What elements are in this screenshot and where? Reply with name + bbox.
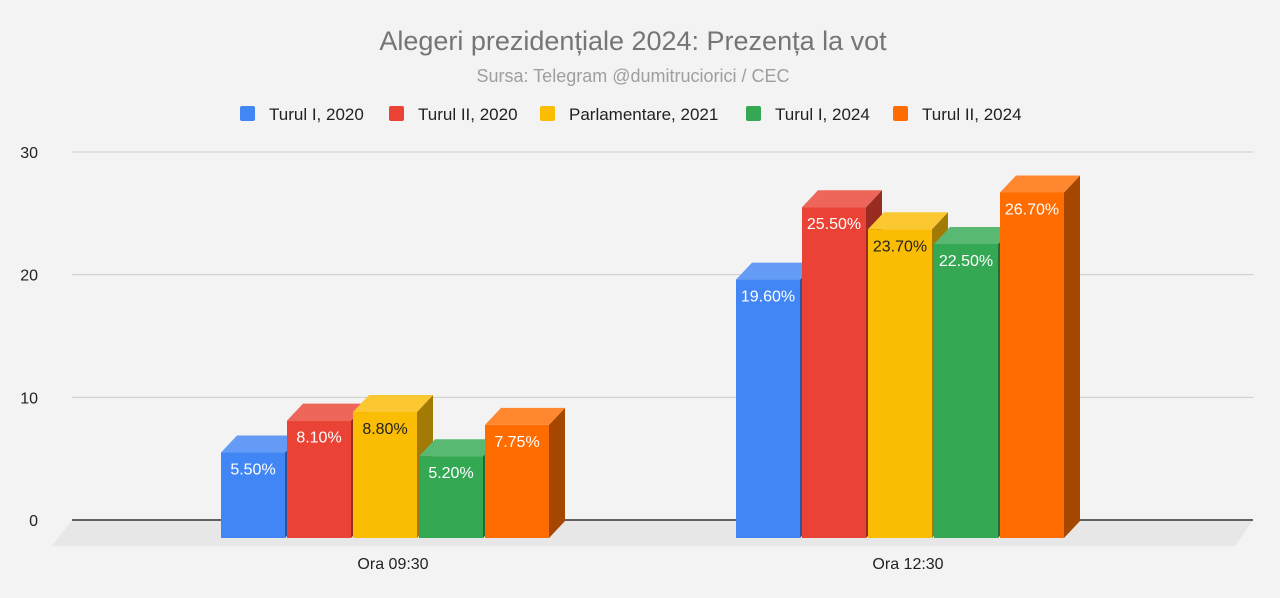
y-tick-label: 10 — [20, 390, 38, 407]
bar-top — [287, 403, 367, 421]
x-axis: Ora 09:30 Ora 12:30 — [357, 556, 943, 573]
bar: 22.50% — [934, 227, 1014, 538]
bar-top — [353, 395, 433, 413]
chart-title: Alegeri prezidențiale 2024: Prezența la … — [379, 26, 887, 56]
bar-side — [549, 407, 565, 538]
y-tick-label: 20 — [20, 268, 38, 285]
bar-front — [419, 456, 483, 538]
data-label: 25.50% — [807, 216, 861, 233]
legend-swatch — [540, 106, 555, 121]
legend-swatch — [893, 106, 908, 121]
bar-front — [485, 424, 549, 538]
data-label: 5.50% — [230, 462, 275, 479]
legend: Turul I, 2020 Turul II, 2020 Parlamentare,… — [240, 105, 1022, 124]
chart-subtitle: Sursa: Telegram @dumitruciorici / CEC — [476, 66, 789, 86]
bar: 7.75% — [485, 407, 565, 538]
bar-front — [1000, 192, 1064, 539]
legend-label: Turul II, 2024 — [922, 105, 1022, 124]
data-label: 5.20% — [428, 465, 473, 482]
x-category-label: Ora 12:30 — [872, 556, 943, 573]
bar-top — [802, 190, 882, 208]
bar-front — [221, 452, 285, 538]
data-label: 22.50% — [939, 253, 993, 270]
y-tick-label: 0 — [29, 513, 38, 530]
bar-front — [868, 229, 932, 538]
data-label: 19.60% — [741, 289, 795, 306]
legend-label: Turul I, 2020 — [269, 105, 364, 124]
bar-front — [287, 420, 351, 538]
bar-top — [419, 439, 499, 457]
legend-label: Turul I, 2024 — [775, 105, 870, 124]
bar-side — [1064, 175, 1080, 539]
bars: 5.50% 8.10% 8.80% 5.20% 7.75% 19.60% 25.50% 23.… — [221, 175, 1080, 539]
bar-top — [1000, 175, 1080, 193]
data-label: 8.80% — [362, 421, 407, 438]
bar-top — [934, 227, 1014, 244]
bar-front — [736, 279, 800, 538]
legend-swatch — [746, 106, 761, 121]
data-label: 23.70% — [873, 238, 927, 255]
bar-top — [868, 212, 948, 230]
bar-top — [485, 407, 565, 425]
bar-front — [353, 412, 417, 538]
bar-front — [934, 244, 998, 538]
y-axis: 0 10 20 30 — [20, 145, 38, 530]
bar-top — [736, 262, 816, 280]
legend-label: Turul II, 2020 — [418, 105, 518, 124]
bar: 26.70% — [1000, 175, 1080, 539]
legend-swatch — [240, 106, 255, 121]
data-label: 8.10% — [296, 430, 341, 447]
data-label: 7.75% — [494, 434, 539, 451]
data-label: 26.70% — [1005, 201, 1059, 218]
legend-swatch — [389, 106, 404, 121]
bar-top — [221, 435, 301, 453]
legend-label: Parlamentare, 2021 — [569, 105, 718, 124]
bar-front — [802, 207, 866, 538]
y-tick-label: 30 — [20, 145, 38, 162]
x-category-label: Ora 09:30 — [357, 556, 428, 573]
